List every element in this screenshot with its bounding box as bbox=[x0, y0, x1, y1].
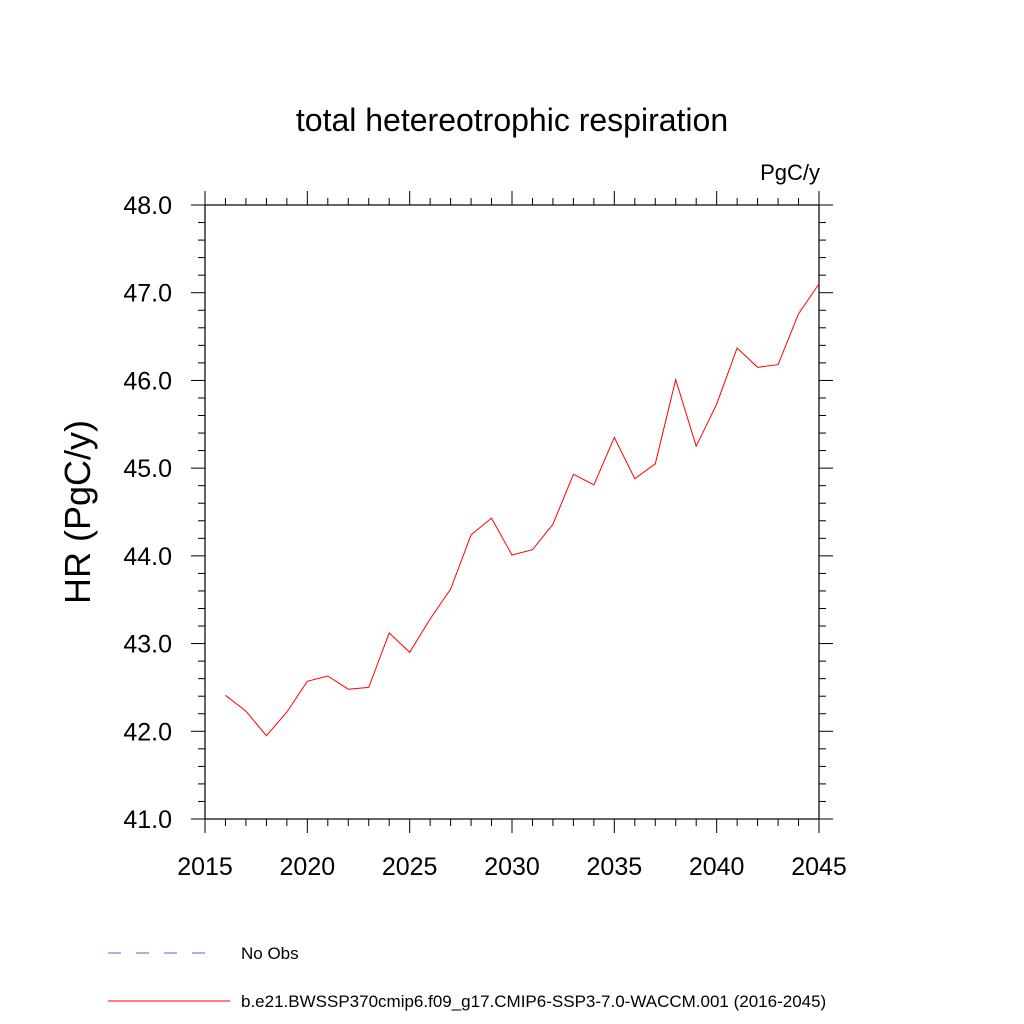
units-label: PgC/y bbox=[760, 160, 820, 185]
y-tick-label: 43.0 bbox=[123, 631, 172, 659]
x-tick-label: 2015 bbox=[177, 853, 233, 881]
plot-frame bbox=[204, 204, 820, 820]
x-tick-label: 2020 bbox=[280, 853, 336, 881]
y-tick-label: 48.0 bbox=[123, 192, 172, 220]
y-tick-label: 46.0 bbox=[123, 367, 172, 395]
y-tick-label: 45.0 bbox=[123, 455, 172, 483]
legend: No Obs b.e21.BWSSP370cmip6.f09_g17.CMIP6… bbox=[108, 944, 826, 1011]
x-tick-label: 2030 bbox=[484, 853, 540, 881]
x-tick-label: 2035 bbox=[587, 853, 643, 881]
x-tick-label: 2045 bbox=[791, 853, 847, 881]
legend-label-waccm: b.e21.BWSSP370cmip6.f09_g17.CMIP6-SSP3-7… bbox=[241, 992, 826, 1011]
x-tick-label: 2025 bbox=[382, 853, 438, 881]
minor-ticks bbox=[198, 198, 826, 826]
chart-title: total hetereotrophic respiration bbox=[296, 102, 728, 138]
y-tick-labels: 41.0 42.0 43.0 44.0 45.0 46.0 47.0 48.0 bbox=[123, 192, 172, 834]
series-line-waccm bbox=[225, 283, 820, 737]
y-axis-label: HR (PgC/y) bbox=[57, 420, 98, 604]
x-tick-labels: 2015 2020 2025 2030 2035 2040 2045 bbox=[177, 853, 847, 881]
x-tick-label: 2040 bbox=[689, 853, 745, 881]
y-tick-label: 42.0 bbox=[123, 718, 172, 746]
legend-label-no-obs: No Obs bbox=[241, 944, 299, 963]
y-tick-label: 41.0 bbox=[123, 806, 172, 834]
y-tick-label: 44.0 bbox=[123, 543, 172, 571]
major-ticks bbox=[191, 191, 833, 833]
y-tick-label: 47.0 bbox=[123, 280, 172, 308]
